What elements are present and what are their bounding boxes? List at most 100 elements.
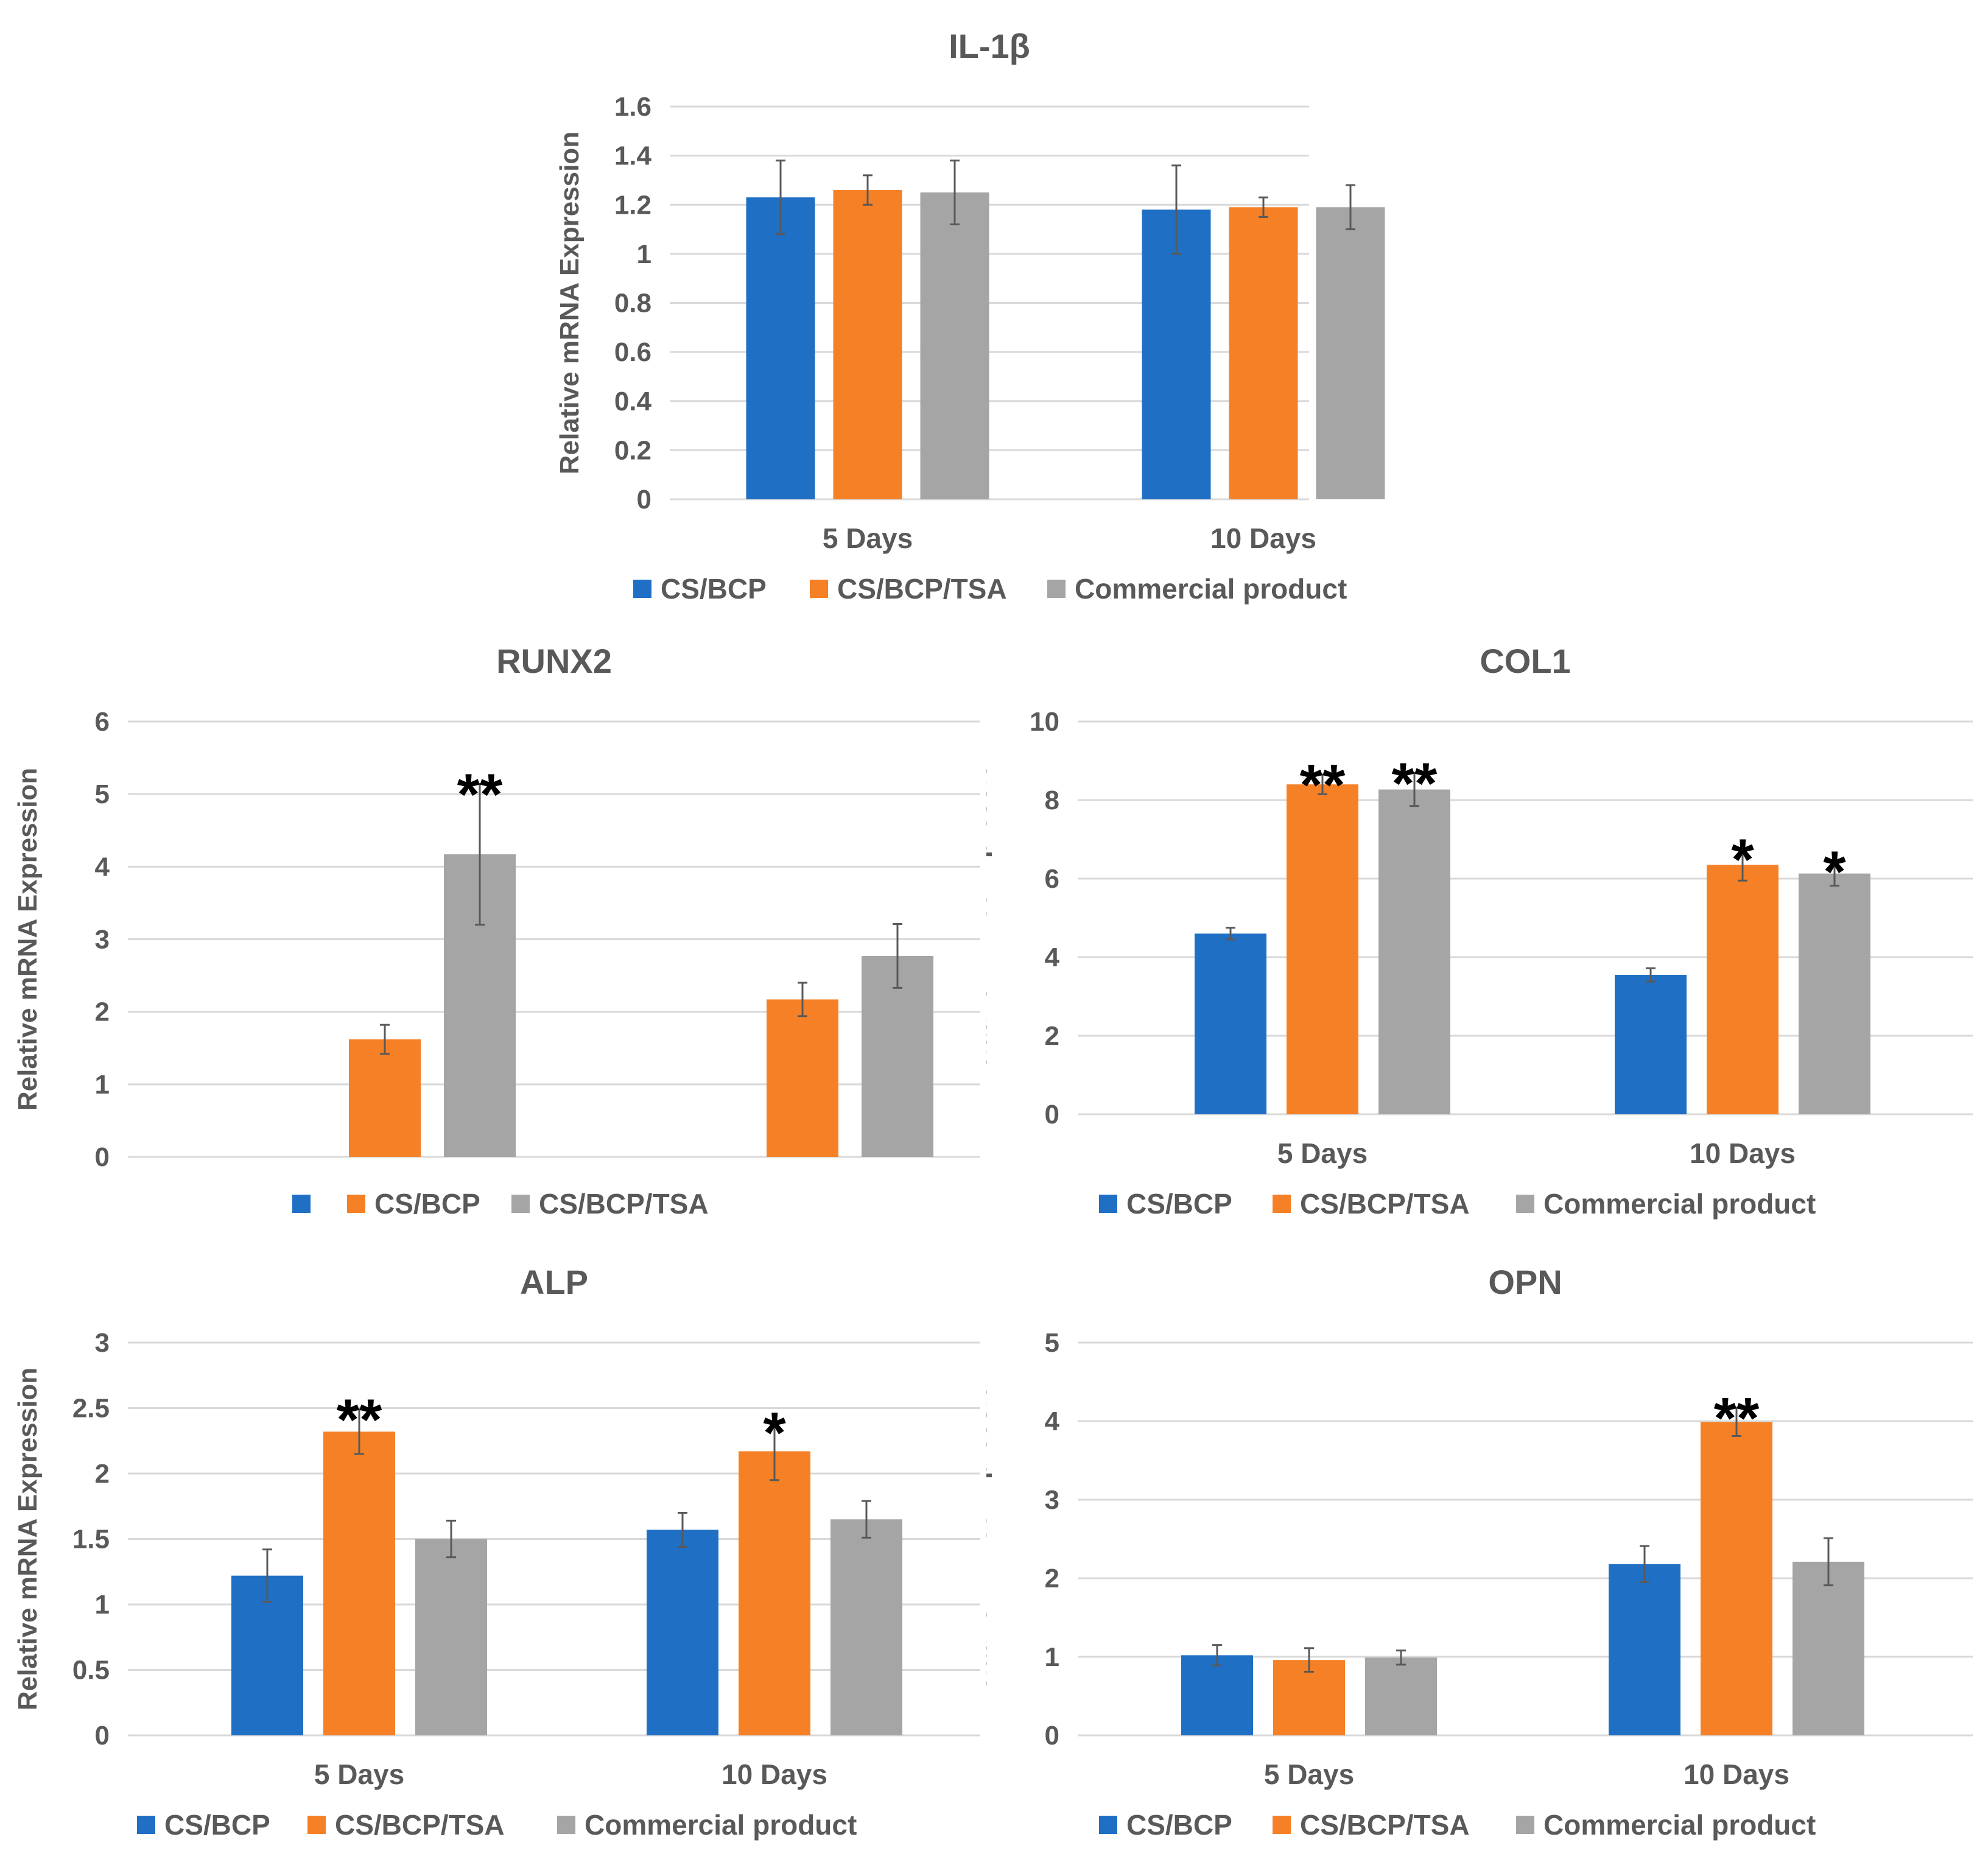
y-tick-label: 6 — [95, 707, 110, 737]
chart-alp: ALP 0 0.5 1 1.5 2 2.5 3 Relative mRNA Expression… — [13, 1263, 980, 1841]
y-tick-label: 1.2 — [614, 190, 651, 220]
bar-il1b-s2-g1 — [1316, 207, 1385, 499]
bar-opn-s0-g0 — [1181, 1655, 1253, 1735]
y-tick-label: 2 — [95, 1459, 110, 1489]
legend-label: CS/BCP/TSA — [837, 573, 1007, 605]
y-tick-label: 0.6 — [614, 337, 651, 367]
chart-title: OPN — [1488, 1263, 1562, 1301]
x-category-label: 10 Days — [1690, 1137, 1796, 1169]
y-tick-label: 1 — [637, 239, 651, 269]
y-tick-label: 4 — [1045, 943, 1060, 972]
bar-runx2-s1-g0 — [349, 1039, 421, 1157]
y-tick-label: 1.4 — [614, 141, 652, 171]
bar-col1-s2-g1 — [1799, 873, 1870, 1114]
y-tick-label: 0 — [1045, 1100, 1059, 1129]
legend-label: CS/BCP — [164, 1809, 270, 1841]
x-category-label: 5 Days — [314, 1758, 404, 1790]
legend-label: CS/BCP — [374, 1188, 480, 1220]
legend-swatch — [1099, 1195, 1117, 1213]
bar-il1b-s0-g0 — [746, 197, 815, 499]
legend-label: Commercial product — [585, 1809, 857, 1841]
significance-marker: ** — [1300, 753, 1346, 818]
y-tick-label: 1 — [1045, 1642, 1059, 1672]
chart-title: ALP — [520, 1263, 588, 1301]
bar-col1-s0-g0 — [1195, 933, 1266, 1114]
legend-label: CS/BCP/TSA — [539, 1188, 709, 1220]
y-tick-label: 1.6 — [614, 92, 651, 122]
legend-swatch — [1099, 1816, 1117, 1834]
legend-swatch — [307, 1816, 326, 1834]
chart-title: IL-1β — [949, 27, 1030, 65]
bar-opn-s1-g1 — [1701, 1422, 1772, 1735]
legend-swatch — [1516, 1816, 1534, 1834]
y-tick-label: 10 — [1030, 707, 1059, 737]
bar-runx2-s2-g1 — [862, 955, 933, 1157]
significance-marker: ** — [1714, 1386, 1760, 1451]
legend-swatch — [292, 1195, 311, 1213]
y-tick-label: 2.5 — [72, 1394, 110, 1424]
significance-marker: ** — [1392, 751, 1438, 816]
y-tick-label: 0 — [95, 1142, 110, 1172]
legend-swatch — [511, 1195, 530, 1213]
y-tick-label: 1 — [95, 1590, 110, 1620]
legend-label: Commercial product — [1543, 1188, 1816, 1220]
bar-il1b-s2-g0 — [920, 192, 989, 499]
legend-swatch — [347, 1195, 365, 1213]
bar-col1-s1-g1 — [1707, 865, 1779, 1114]
y-tick-label: 3 — [95, 925, 110, 955]
y-tick-label: 2 — [1045, 1564, 1059, 1593]
bar-alp-s0-g1 — [647, 1530, 718, 1735]
legend-label: CS/BCP — [661, 573, 767, 605]
legend-swatch — [1273, 1816, 1291, 1834]
y-tick-label: 0.2 — [614, 435, 651, 465]
bar-il1b-s0-g1 — [1142, 209, 1211, 499]
y-tick-label: 0.4 — [614, 387, 652, 416]
bar-opn-s2-g1 — [1793, 1561, 1864, 1735]
y-axis-title: Relative mRNA Expression — [13, 768, 43, 1111]
y-tick-label: 4 — [95, 852, 110, 882]
x-category-label: 10 Days — [1210, 522, 1316, 554]
chart-runx2: RUNX2 0 1 2 3 4 5 6 Relative mRNA Expression ** CS… — [13, 642, 980, 1220]
chart-col1: COL1 0 2 4 6 8 10 Relative mRNA Expression ** ** 5… — [986, 642, 1973, 1220]
x-category-label: 5 Days — [1277, 1137, 1368, 1169]
bar-alp-s1-g1 — [739, 1451, 810, 1735]
chart-il1b: IL-1β 0 0.2 0.4 0.6 0.8 1 1.2 1.4 1.6 Relative mRN… — [555, 27, 1385, 605]
y-tick-label: 2 — [1045, 1021, 1059, 1051]
bar-il1b-s1-g1 — [1229, 207, 1298, 499]
y-axis-title: Relative mRNA Expression — [555, 132, 585, 474]
y-tick-label: 3 — [1045, 1485, 1059, 1515]
chart-title: COL1 — [1480, 642, 1570, 680]
bar-alp-s2-g0 — [415, 1539, 487, 1735]
bar-col1-s2-g0 — [1378, 789, 1450, 1114]
legend-label: CS/BCP — [1126, 1188, 1232, 1220]
bar-alp-s1-g0 — [323, 1432, 395, 1735]
legend-swatch — [1516, 1195, 1534, 1213]
y-axis-title: Relative mRNA Expression — [986, 1368, 992, 1710]
bar-alp-s2-g1 — [830, 1519, 902, 1735]
legend-label: CS/BCP/TSA — [335, 1809, 505, 1841]
bar-opn-s2-g0 — [1365, 1657, 1437, 1735]
x-category-label: 10 Days — [1684, 1758, 1789, 1790]
legend-swatch — [633, 580, 651, 598]
significance-marker: * — [763, 1400, 786, 1466]
chart-title: RUNX2 — [496, 642, 612, 680]
y-tick-label: 0 — [1045, 1721, 1059, 1751]
y-tick-label: 5 — [1045, 1328, 1059, 1358]
y-tick-label: 3 — [95, 1328, 110, 1358]
legend-swatch — [810, 580, 828, 598]
chart-opn: OPN 0 1 2 3 4 5 Relative mRNA Expression 5 Days *… — [986, 1263, 1973, 1841]
y-tick-label: 0.8 — [614, 289, 651, 318]
y-axis-title: Relative mRNA Expression — [986, 747, 992, 1089]
legend-label: Commercial product — [1543, 1809, 1816, 1841]
y-tick-label: 4 — [1045, 1407, 1060, 1436]
x-category-label: 5 Days — [1264, 1758, 1354, 1790]
y-tick-label: 8 — [1045, 785, 1059, 815]
significance-marker: ** — [457, 762, 503, 827]
x-category-label: 5 Days — [823, 522, 913, 554]
bar-col1-s0-g1 — [1615, 975, 1687, 1114]
legend-swatch — [1047, 580, 1066, 598]
y-tick-label: 6 — [1045, 864, 1059, 894]
significance-marker: * — [1731, 827, 1754, 893]
y-tick-label: 1 — [95, 1070, 110, 1100]
